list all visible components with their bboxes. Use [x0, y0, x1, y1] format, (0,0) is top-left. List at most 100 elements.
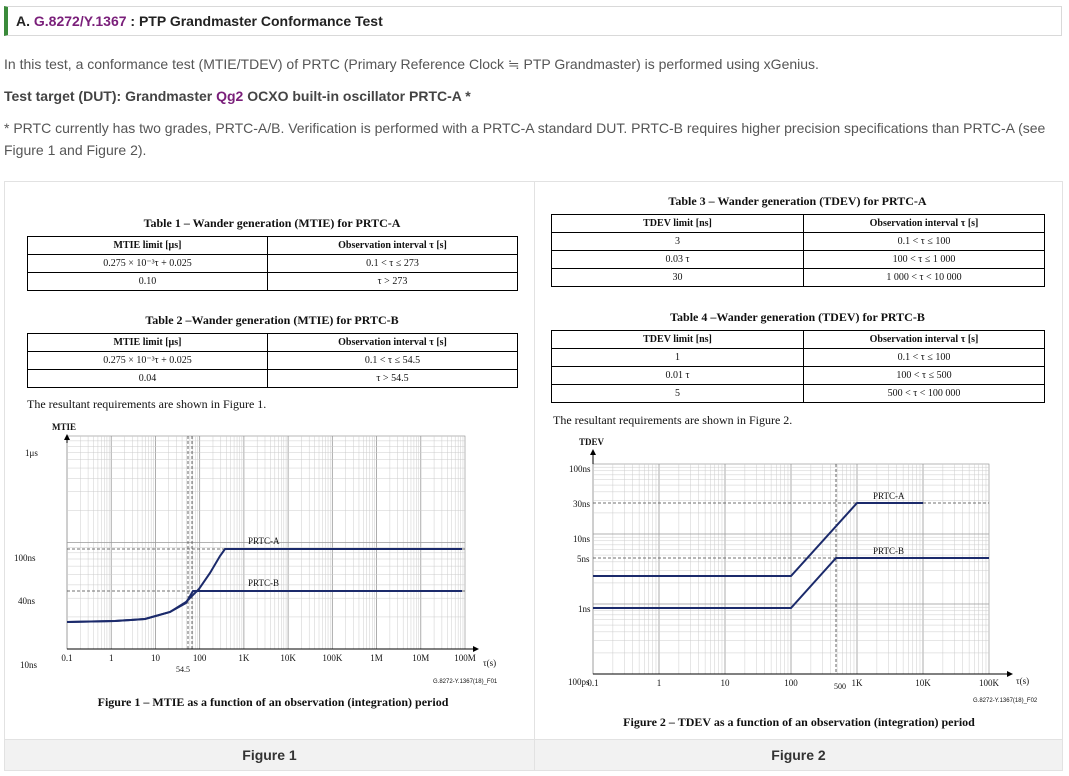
- y-axis-arrowhead: [590, 449, 596, 455]
- figure2-title: Figure 2 – TDEV as a function of an obse…: [623, 715, 975, 729]
- x-extra-label: 500: [834, 682, 846, 691]
- x-tick-label: 0.1: [61, 653, 72, 663]
- x-unit-label: τ(s): [1016, 676, 1029, 686]
- table4-header-limit: TDEV limit [ns]: [551, 330, 804, 349]
- table4: TDEV limit [ns] Observation interval τ [s…: [551, 330, 1045, 403]
- y-tick-label: 1ns: [578, 604, 591, 614]
- table-cell: 100 < τ ≤ 1 000: [803, 250, 1045, 269]
- table-row: 0.275 × 10⁻³τ + 0.025 0.1 < τ ≤ 273: [27, 254, 518, 273]
- figure2-reference: The resultant requirements are shown in …: [553, 413, 793, 427]
- tdev-chart: TDEV 100ns 30ns 10ns 5ns 1ns 100ps 0.1 1 1…: [568, 437, 1038, 729]
- table-cell: τ > 54.5: [267, 369, 518, 388]
- section-title: : PTP Grandmaster Conformance Test: [130, 13, 383, 29]
- mtie-x-ticks: 0.1 1 10 100 1K 10K 100K 1M 10M 100M: [61, 653, 475, 663]
- x-axis-arrowhead: [473, 646, 479, 652]
- y-tick-label: 10ns: [573, 534, 591, 544]
- table3: TDEV limit [ns] Observation interval τ [s…: [551, 214, 1045, 287]
- prtc-b-curve: [66, 590, 462, 623]
- x-tick-label: 1M: [370, 653, 383, 663]
- tdev-x-ticks: 0.1 1 10 100 1K 10K 100K: [587, 678, 999, 688]
- x-tick-label: 1: [109, 653, 114, 663]
- x-tick-label: 1: [657, 678, 662, 688]
- table-row: 5 500 < τ < 100 000: [551, 384, 1045, 403]
- prtc-b-curve: [593, 557, 989, 609]
- table3-header-interval: Observation interval τ [s]: [803, 214, 1045, 233]
- table2-caption: Table 2 –Wander generation (MTIE) for PR…: [145, 313, 399, 327]
- table1-header-limit: MTIE limit [μs]: [27, 236, 268, 255]
- y-tick-label: 40ns: [18, 596, 36, 606]
- table2: MTIE limit [μs] Observation interval τ [s…: [27, 333, 518, 388]
- table1-header-interval: Observation interval τ [s]: [267, 236, 518, 255]
- x-tick-label: 100M: [454, 653, 476, 663]
- x-tick-label: 10K: [915, 678, 931, 688]
- table-row: 0.03 τ 100 < τ ≤ 1 000: [551, 250, 1045, 269]
- table-cell: 0.1 < τ ≤ 273: [267, 254, 518, 273]
- x-tick-label: 100K: [979, 678, 1000, 688]
- x-extra-label: 54.5: [176, 665, 190, 674]
- figure2-caption: Figure 2: [535, 739, 1062, 770]
- figure-1-column: Table 1 – Wander generation (MTIE) for P…: [5, 182, 535, 770]
- table-row: 30 1 000 < τ < 10 000: [551, 268, 1045, 287]
- prtc-a-label: PRTC-A: [248, 536, 280, 546]
- figure-code: G.8272-Y.1367(18)_F02: [973, 698, 1038, 704]
- standard-link[interactable]: G.8272/Y.1367: [33, 13, 127, 29]
- figure-2-column: Table 3 – Wander generation (TDEV) for P…: [535, 182, 1062, 770]
- table4-header-interval: Observation interval τ [s]: [803, 330, 1045, 349]
- x-tick-label: 100K: [322, 653, 343, 663]
- figure1-title: Figure 1 – MTIE as a function of an obse…: [98, 695, 449, 709]
- x-tick-label: 100: [193, 653, 207, 663]
- tdev-grid: [592, 463, 1013, 677]
- table2-header-limit: MTIE limit [μs]: [27, 333, 268, 352]
- x-tick-label: 1K: [238, 653, 250, 663]
- target-text-b: OCXO built-in oscillator PRTC-A *: [243, 88, 471, 104]
- table-cell: 3: [551, 232, 804, 251]
- y-tick-label: 100ns: [14, 553, 36, 563]
- table-cell: 0.10: [27, 272, 268, 291]
- table-cell: τ > 273: [267, 272, 518, 291]
- table1: MTIE limit [μs] Observation interval τ [s…: [27, 236, 518, 291]
- y-tick-label: 100ps: [568, 677, 590, 687]
- x-unit-label: τ(s): [483, 658, 496, 668]
- table2-header-interval: Observation interval τ [s]: [267, 333, 518, 352]
- table-row: 1 0.1 < τ ≤ 100: [551, 348, 1045, 367]
- y-tick-label: 30ns: [573, 499, 591, 509]
- mtie-grid: [66, 435, 479, 652]
- x-tick-label: 10M: [412, 653, 429, 663]
- table-cell: 0.275 × 10⁻³τ + 0.025: [27, 351, 268, 370]
- prtc-a-curve: [593, 502, 923, 577]
- x-tick-label: 100: [784, 678, 798, 688]
- prtc-b-label: PRTC-B: [248, 578, 279, 588]
- x-axis-arrowhead: [1007, 671, 1013, 677]
- section-heading: A. G.8272/Y.1367 : PTP Grandmaster Confo…: [4, 6, 1062, 36]
- table1-caption: Table 1 – Wander generation (MTIE) for P…: [143, 216, 401, 230]
- prtc-b-label: PRTC-B: [873, 546, 904, 556]
- x-tick-label: 0.1: [587, 678, 598, 688]
- x-tick-label: 10K: [280, 653, 296, 663]
- table-row: 0.10 τ > 273: [27, 272, 518, 291]
- target-text-a: Test target (DUT): Grandmaster: [4, 88, 217, 104]
- table3-caption: Table 3 – Wander generation (TDEV) for P…: [668, 194, 927, 208]
- prtc-a-label: PRTC-A: [873, 491, 905, 501]
- table-cell: 30: [551, 268, 804, 287]
- table-cell: 1 000 < τ < 10 000: [803, 268, 1045, 287]
- qg2-link[interactable]: Qg2: [216, 88, 244, 104]
- y-tick-label: 10ns: [20, 660, 38, 670]
- tdev-axis-label: TDEV: [579, 437, 605, 447]
- table-cell: 0.01 τ: [551, 366, 804, 385]
- grade-note-line2: Figure 1 and Figure 2).: [4, 142, 147, 158]
- table-cell: 100 < τ ≤ 500: [803, 366, 1045, 385]
- figure-code: G.8272-Y.1367(18)_F01: [433, 679, 498, 685]
- y-tick-label: 1μs: [25, 448, 38, 458]
- figure1-caption: Figure 1: [5, 739, 534, 770]
- x-tick-label: 10: [151, 653, 161, 663]
- table-cell: 0.275 × 10⁻³τ + 0.025: [27, 254, 268, 273]
- mtie-axis-label: MTIE: [52, 422, 76, 432]
- table-row: 3 0.1 < τ ≤ 100: [551, 232, 1045, 251]
- table-cell: 0.03 τ: [551, 250, 804, 269]
- table-row: 0.01 τ 100 < τ ≤ 500: [551, 366, 1045, 385]
- mtie-chart: MTIE 1μs 100ns 40ns 10ns 0.1 1 10 100 1K 10K 1…: [14, 422, 498, 709]
- section-prefix: A.: [16, 13, 30, 29]
- figure1-reference: The resultant requirements are shown in …: [27, 397, 267, 411]
- y-tick-label: 100ns: [569, 464, 591, 474]
- table-cell: 0.04: [27, 369, 268, 388]
